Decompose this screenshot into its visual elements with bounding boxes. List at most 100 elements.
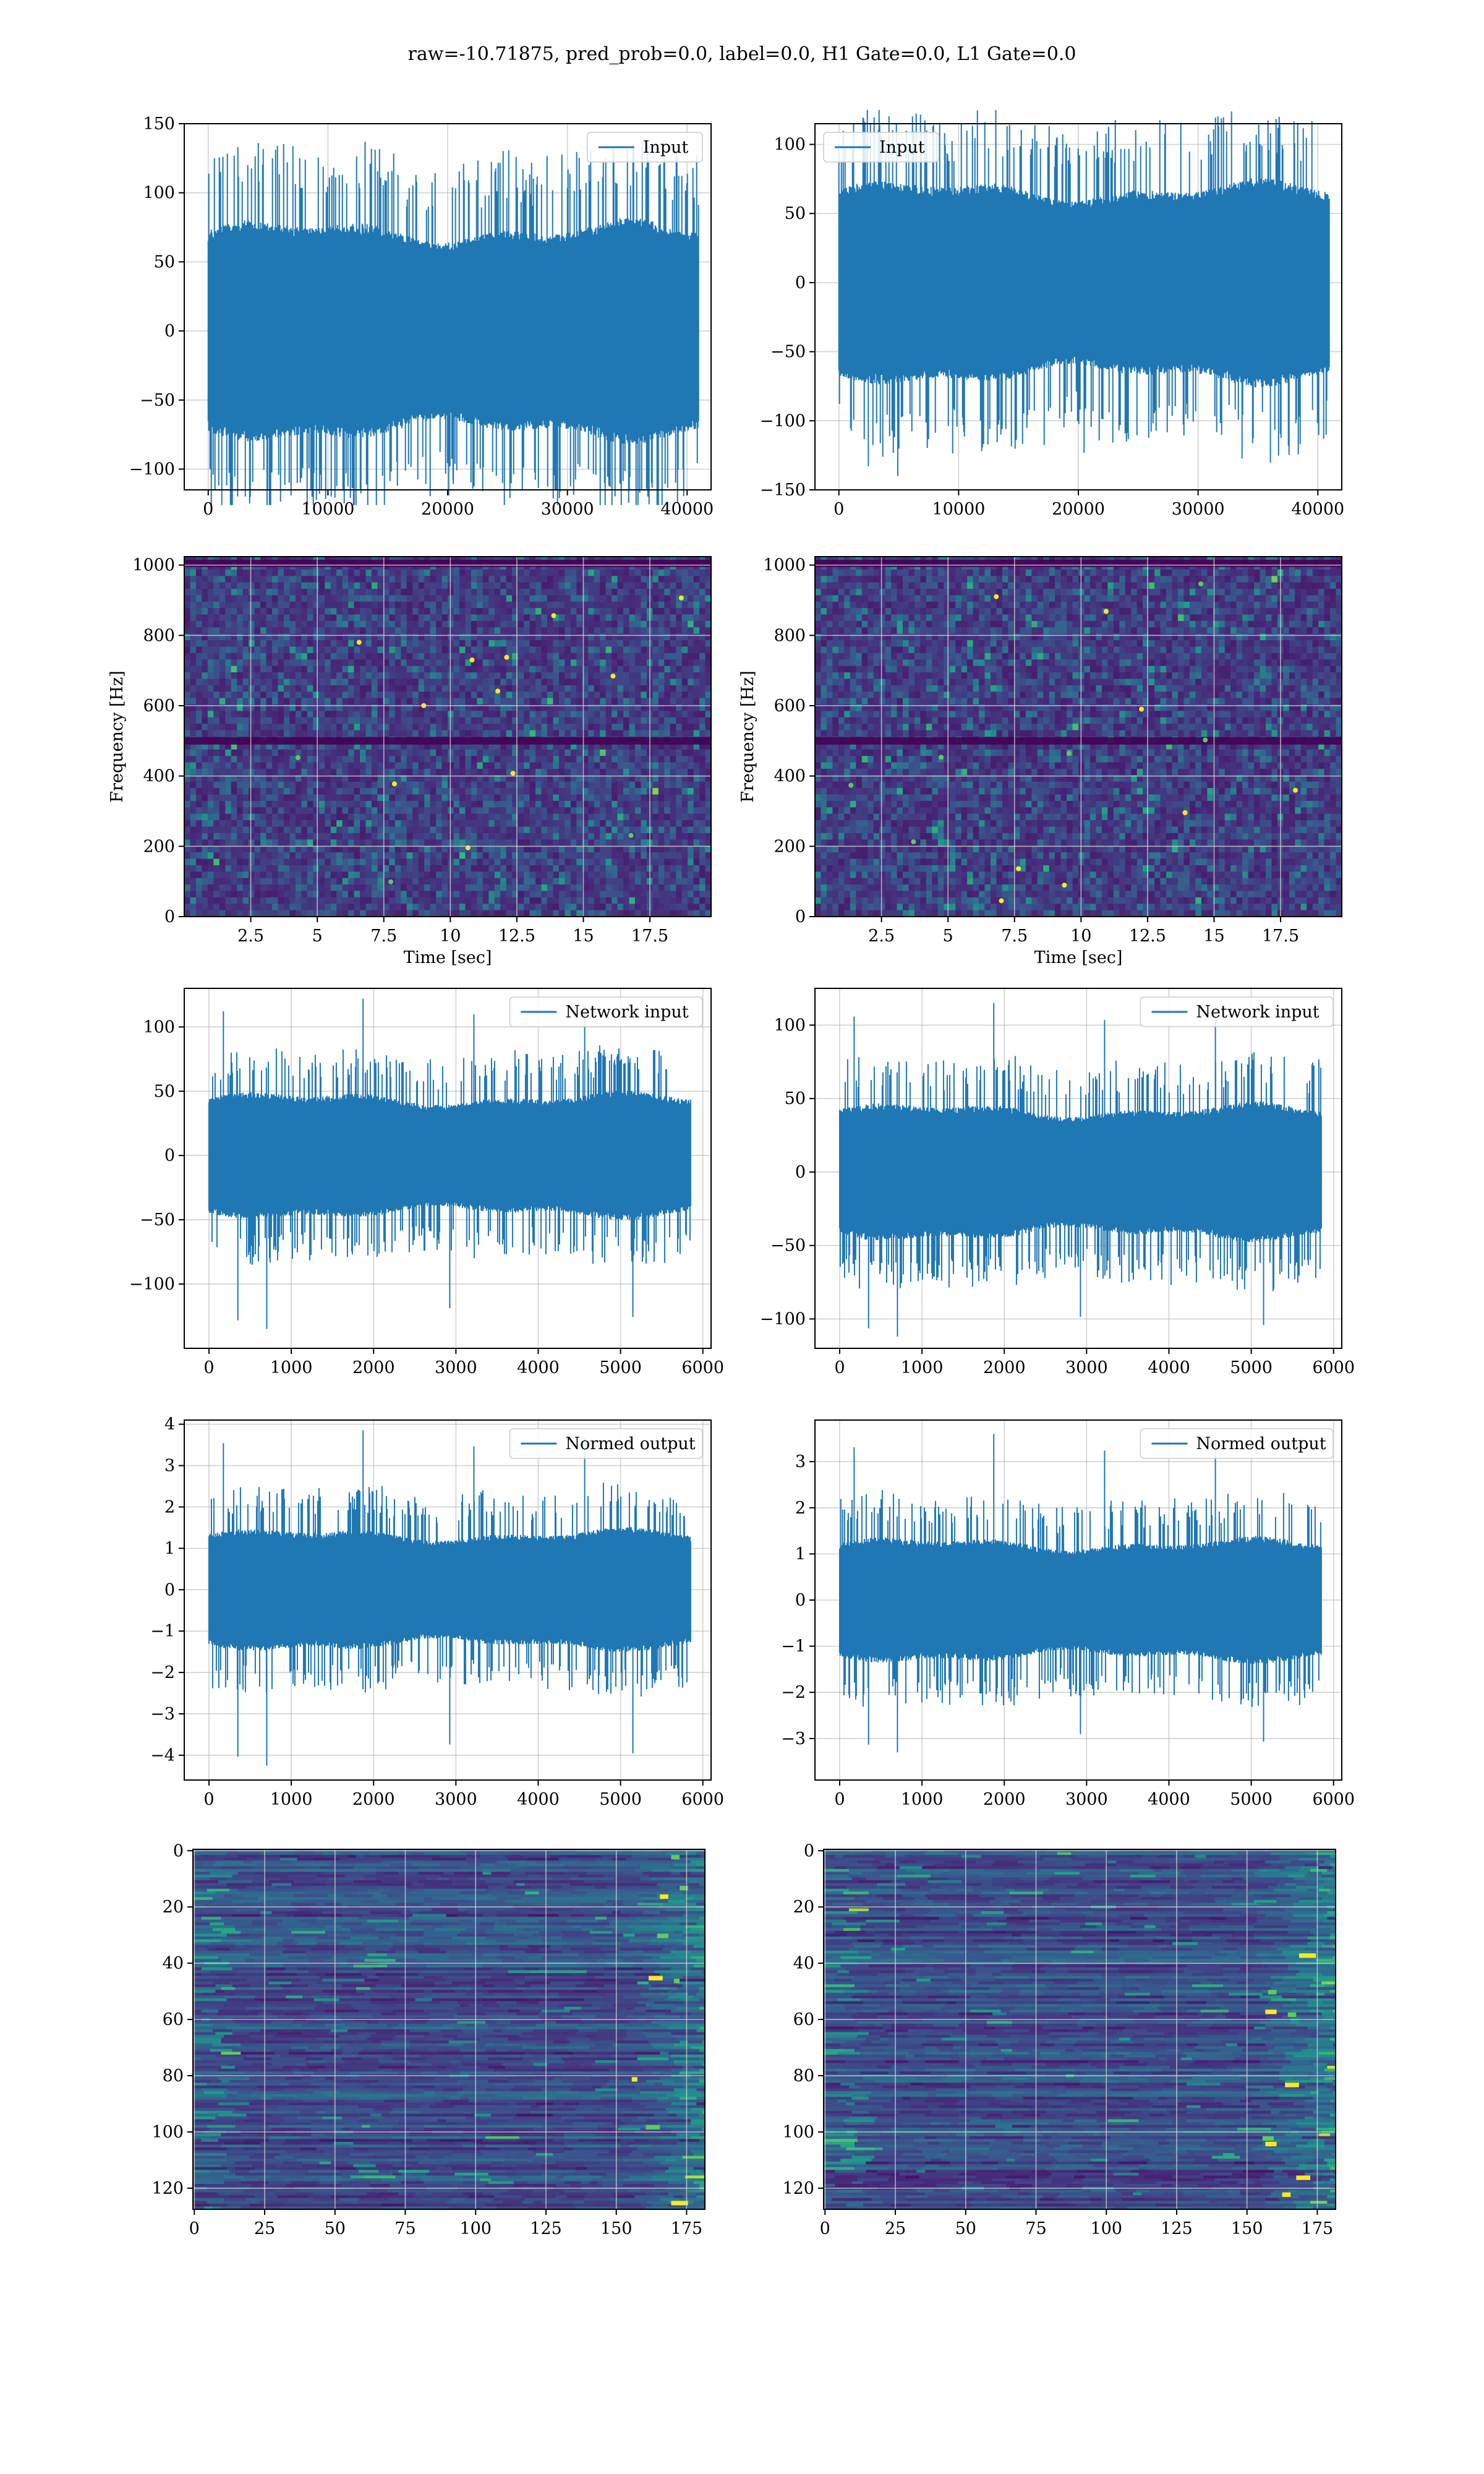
- spectrogram-cell: [558, 743, 565, 750]
- spectrogram-cell: [535, 620, 542, 628]
- spectrogram-cell: [541, 711, 548, 718]
- spectrogram-cell: [237, 595, 244, 602]
- spectrogram-cell: [553, 633, 560, 641]
- spectrogram-cell: [529, 640, 536, 648]
- spectrogram-cell: [582, 640, 589, 648]
- spectrogram-cell: [202, 589, 208, 596]
- spectrogram-cell: [394, 582, 401, 589]
- spectrogram-cell: [336, 807, 343, 815]
- spectrogram-cell: [623, 589, 630, 596]
- spectrogram-cell: [617, 852, 624, 860]
- spectrogram-cell: [348, 813, 355, 821]
- spectrogram-cell: [658, 743, 665, 750]
- spectrogram-cell: [365, 756, 372, 763]
- spectrogram-cell: [465, 775, 472, 782]
- spectrogram-cell: [676, 871, 683, 879]
- spectrogram-cell: [477, 582, 484, 589]
- spectrogram-cell: [295, 698, 302, 705]
- spectrogram-cell: [383, 833, 390, 840]
- spectrogram-cell: [482, 730, 489, 737]
- spectrogram-cell: [634, 769, 641, 776]
- spectrogram-cell: [237, 627, 244, 635]
- spectrogram-cell: [670, 891, 676, 898]
- spectrogram-cell: [553, 884, 560, 891]
- spectrogram-cell: [529, 820, 536, 828]
- spectrogram-cell: [207, 730, 214, 737]
- spectrogram-cell: [295, 659, 302, 667]
- spectrogram-cell: [202, 845, 208, 853]
- spectrogram-cell: [190, 800, 197, 808]
- spectrogram-cell: [652, 640, 659, 648]
- spectrogram-cell: [307, 711, 313, 718]
- spectrogram-cell: [313, 646, 320, 654]
- spectrogram-cell: [365, 589, 372, 596]
- spectrogram-cell: [634, 871, 641, 879]
- spectrogram-cell: [406, 775, 413, 782]
- spectrogram-cell: [195, 762, 202, 769]
- spectrogram-cell: [295, 891, 302, 898]
- spectrogram-cell: [652, 845, 659, 853]
- spectrogram-cell: [424, 595, 431, 602]
- spectrogram-cell: [424, 608, 431, 615]
- spectrogram-cell: [565, 858, 571, 866]
- spectrogram-cell: [242, 769, 249, 776]
- spectrogram-cell: [506, 788, 513, 795]
- spectrogram-cell: [202, 820, 208, 828]
- spectrogram-cell: [242, 775, 249, 782]
- spectrogram-cell: [576, 711, 583, 718]
- spectrogram-cell: [582, 794, 589, 802]
- spectrogram-cell: [318, 904, 325, 911]
- spectrogram-cell: [477, 730, 484, 737]
- spectrogram-cell: [553, 691, 560, 699]
- spectrogram-cell: [600, 569, 607, 576]
- spectrogram-cell: [612, 704, 618, 711]
- spectrogram-cell: [512, 813, 519, 821]
- spectrogram-cell: [365, 627, 372, 635]
- spectrogram-cell: [699, 884, 706, 891]
- spectrogram-cell: [693, 646, 700, 654]
- spectrogram-cell: [471, 878, 477, 885]
- spectrogram-cell: [354, 711, 360, 718]
- spectrogram-cell: [594, 704, 600, 711]
- spectrogram-cell: [553, 620, 560, 628]
- spectrogram-cell: [453, 711, 460, 718]
- spectrogram-cell: [488, 627, 495, 635]
- spectrogram-cell: [471, 672, 477, 680]
- spectrogram-cell: [465, 608, 472, 615]
- spectrogram-cell: [272, 633, 279, 641]
- spectrogram-cell: [190, 589, 197, 596]
- spectrogram-cell: [664, 897, 671, 904]
- spectrogram-cell: [518, 589, 524, 596]
- spectrogram-cell: [219, 852, 226, 860]
- spectrogram-cell: [488, 666, 495, 673]
- spectrogram-cell: [325, 691, 331, 699]
- spectrogram-cell: [623, 711, 630, 718]
- spectrogram-cell: [231, 691, 237, 699]
- spectrogram-cell: [219, 582, 226, 589]
- spectrogram-cell: [313, 781, 320, 789]
- spectrogram-cell: [471, 678, 477, 686]
- spectrogram-cell: [260, 646, 267, 654]
- spectrogram-cell: [283, 807, 290, 815]
- spectrogram-cell: [482, 724, 489, 731]
- spectrogram-cell: [553, 717, 560, 724]
- spectrogram-cell: [360, 897, 367, 904]
- spectrogram-cell: [225, 891, 232, 898]
- spectrogram-cell: [547, 717, 553, 724]
- spectrogram-cell: [488, 775, 495, 782]
- spectrogram-cell: [283, 884, 290, 891]
- spectrogram-cell: [670, 743, 676, 750]
- spectrogram-cell: [518, 839, 524, 847]
- spectrogram-cell: [565, 614, 571, 622]
- spectrogram-cell: [225, 653, 232, 660]
- spectrogram-cell: [289, 845, 296, 853]
- spectrogram-cell: [371, 858, 378, 866]
- spectrogram-cell: [295, 820, 302, 828]
- spectrogram-cell: [272, 794, 279, 802]
- spectrogram-cell: [278, 614, 284, 622]
- spectrogram-cell: [342, 775, 349, 782]
- spectrogram-cell: [272, 730, 279, 737]
- spectrogram-cell: [693, 762, 700, 769]
- spectrogram-cell: [605, 839, 612, 847]
- spectrogram-cell: [424, 685, 431, 692]
